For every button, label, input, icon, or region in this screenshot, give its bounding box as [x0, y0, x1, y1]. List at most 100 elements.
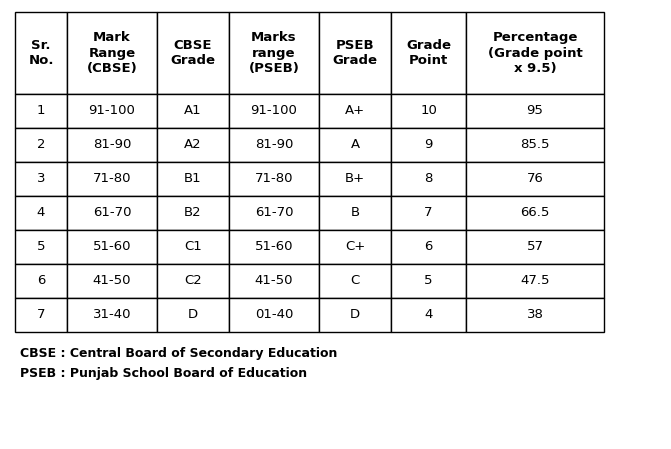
- Text: 41-50: 41-50: [255, 274, 293, 287]
- Text: C2: C2: [184, 274, 202, 287]
- Text: B2: B2: [184, 207, 202, 220]
- Text: A: A: [350, 138, 360, 151]
- Text: 5: 5: [37, 241, 45, 254]
- Bar: [229, 12, 319, 94]
- Bar: [67, 94, 157, 128]
- Bar: [229, 162, 319, 196]
- Text: 7: 7: [37, 308, 45, 321]
- Bar: [391, 94, 466, 128]
- Text: 61-70: 61-70: [255, 207, 293, 220]
- Bar: [15, 162, 67, 196]
- Bar: [319, 128, 391, 162]
- Bar: [157, 94, 229, 128]
- Text: 91-100: 91-100: [250, 105, 297, 118]
- Bar: [319, 230, 391, 264]
- Bar: [67, 230, 157, 264]
- Text: 5: 5: [424, 274, 433, 287]
- Bar: [157, 264, 229, 298]
- Text: 47.5: 47.5: [520, 274, 550, 287]
- Text: CBSE
Grade: CBSE Grade: [170, 39, 215, 67]
- Text: 66.5: 66.5: [520, 207, 550, 220]
- Text: 85.5: 85.5: [520, 138, 550, 151]
- Bar: [391, 128, 466, 162]
- Text: A2: A2: [184, 138, 202, 151]
- Text: 91-100: 91-100: [89, 105, 136, 118]
- Bar: [466, 230, 604, 264]
- Bar: [157, 162, 229, 196]
- Bar: [15, 298, 67, 332]
- Text: 76: 76: [527, 172, 544, 185]
- Bar: [67, 12, 157, 94]
- Text: 61-70: 61-70: [93, 207, 132, 220]
- Text: B1: B1: [184, 172, 202, 185]
- Bar: [15, 128, 67, 162]
- Text: 2: 2: [37, 138, 45, 151]
- Text: 38: 38: [527, 308, 544, 321]
- Bar: [67, 264, 157, 298]
- Bar: [319, 264, 391, 298]
- Bar: [229, 128, 319, 162]
- Bar: [466, 196, 604, 230]
- Text: 4: 4: [424, 308, 433, 321]
- Bar: [466, 264, 604, 298]
- Text: 51-60: 51-60: [93, 241, 132, 254]
- Bar: [229, 94, 319, 128]
- Text: B: B: [350, 207, 360, 220]
- Text: 41-50: 41-50: [93, 274, 132, 287]
- Text: Sr.
No.: Sr. No.: [28, 39, 54, 67]
- Text: 1: 1: [37, 105, 45, 118]
- Bar: [391, 162, 466, 196]
- Bar: [229, 196, 319, 230]
- Bar: [466, 94, 604, 128]
- Text: 6: 6: [37, 274, 45, 287]
- Bar: [157, 230, 229, 264]
- Text: 10: 10: [420, 105, 437, 118]
- Text: 7: 7: [424, 207, 433, 220]
- Bar: [229, 264, 319, 298]
- Bar: [391, 12, 466, 94]
- Bar: [319, 94, 391, 128]
- Bar: [391, 264, 466, 298]
- Text: C+: C+: [345, 241, 365, 254]
- Text: Mark
Range
(CBSE): Mark Range (CBSE): [87, 31, 138, 75]
- Bar: [67, 162, 157, 196]
- Text: 3: 3: [37, 172, 45, 185]
- Bar: [157, 128, 229, 162]
- Bar: [466, 128, 604, 162]
- Text: 95: 95: [527, 105, 544, 118]
- Bar: [15, 196, 67, 230]
- Text: 81-90: 81-90: [255, 138, 293, 151]
- Bar: [157, 12, 229, 94]
- Bar: [319, 298, 391, 332]
- Bar: [391, 230, 466, 264]
- Text: D: D: [350, 308, 360, 321]
- Bar: [15, 12, 67, 94]
- Bar: [229, 230, 319, 264]
- Text: 81-90: 81-90: [93, 138, 132, 151]
- Text: 71-80: 71-80: [255, 172, 293, 185]
- Text: A+: A+: [345, 105, 365, 118]
- Text: 51-60: 51-60: [255, 241, 293, 254]
- Bar: [15, 94, 67, 128]
- Text: C1: C1: [184, 241, 202, 254]
- Bar: [67, 298, 157, 332]
- Text: Percentage
(Grade point
x 9.5): Percentage (Grade point x 9.5): [488, 31, 582, 75]
- Text: Grade
Point: Grade Point: [406, 39, 451, 67]
- Text: 71-80: 71-80: [93, 172, 132, 185]
- Bar: [319, 196, 391, 230]
- Bar: [157, 298, 229, 332]
- Text: PSEB : Punjab School Board of Education: PSEB : Punjab School Board of Education: [20, 367, 307, 380]
- Bar: [229, 298, 319, 332]
- Bar: [466, 298, 604, 332]
- Bar: [15, 264, 67, 298]
- Text: 01-40: 01-40: [255, 308, 293, 321]
- Bar: [319, 162, 391, 196]
- Text: 9: 9: [424, 138, 433, 151]
- Text: Marks
range
(PSEB): Marks range (PSEB): [248, 31, 299, 75]
- Bar: [391, 196, 466, 230]
- Bar: [391, 298, 466, 332]
- Bar: [319, 12, 391, 94]
- Text: 6: 6: [424, 241, 433, 254]
- Text: A1: A1: [184, 105, 202, 118]
- Text: D: D: [188, 308, 198, 321]
